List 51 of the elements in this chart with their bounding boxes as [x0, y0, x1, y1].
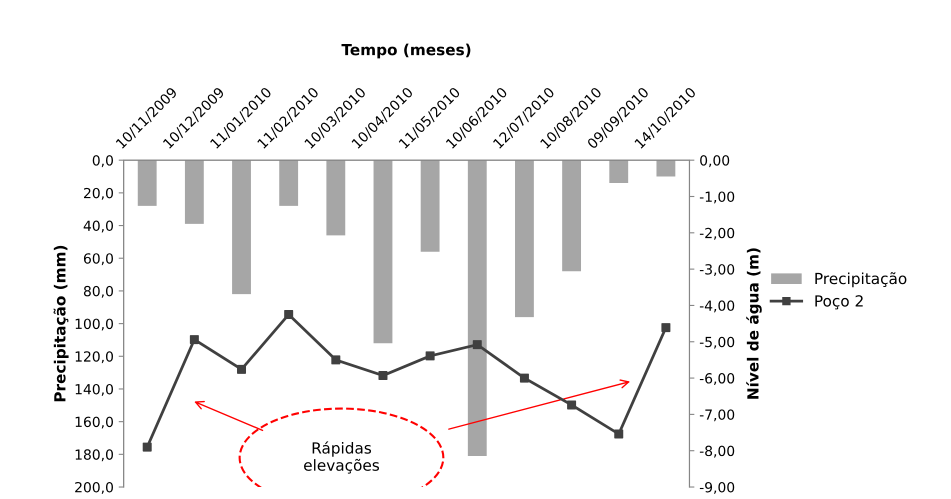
bar — [279, 160, 298, 206]
legend-label: Precipitação — [815, 272, 906, 288]
point — [378, 371, 388, 380]
y-tick-label: 40,0 — [84, 220, 113, 232]
y2-tick-label: -3,00 — [700, 264, 734, 276]
y2-tick-label: -7,00 — [700, 409, 734, 422]
y-tick-label: 20,0 — [84, 188, 113, 200]
y-tick-label: 160,0 — [76, 416, 113, 429]
y-tick-label: 100,0 — [76, 318, 113, 330]
point — [614, 430, 624, 438]
y2-axis-title: Nível de água (m) — [746, 248, 762, 399]
bar — [420, 160, 440, 252]
bar — [232, 160, 251, 294]
point — [661, 323, 670, 332]
y-tick-label: 180,0 — [76, 449, 113, 462]
y-tick-label: 140,0 — [76, 384, 113, 396]
y2-tick-label: -8,00 — [700, 446, 734, 458]
x-axis-title: Tempo (meses) — [342, 44, 470, 58]
y2-tick-label: -6,00 — [700, 373, 734, 385]
y-tick-label: 200,0 — [75, 482, 113, 494]
bar — [184, 160, 204, 224]
bar — [374, 160, 392, 344]
y2-tick-label: -9,00 — [700, 482, 734, 494]
bar — [138, 160, 157, 206]
y2-tick-label: -4,00 — [700, 300, 734, 312]
y-tick-label: 0,0 — [92, 155, 113, 168]
point — [190, 335, 199, 344]
bar — [609, 160, 628, 184]
y2-tick-label: -2,00 — [700, 228, 734, 240]
bar — [515, 160, 534, 318]
y-tick-label: 60,0 — [84, 253, 113, 266]
y2-tick-label: 0,00 — [700, 155, 730, 168]
point — [426, 351, 435, 360]
y2-tick-label: -1,00 — [700, 191, 734, 204]
y-axis-title: Precipitação (mm) — [54, 246, 69, 402]
point — [472, 340, 482, 350]
bar — [562, 160, 582, 272]
point — [567, 400, 576, 410]
bar — [326, 160, 346, 236]
point — [142, 442, 152, 452]
point — [331, 355, 340, 364]
y-tick-label: 120,0 — [76, 351, 113, 364]
point — [520, 374, 529, 383]
point — [237, 364, 246, 374]
y2-tick-label: -5,00 — [700, 336, 734, 349]
annotation: Rápidas elevações — [304, 441, 380, 474]
point — [284, 310, 294, 320]
bar — [656, 160, 676, 177]
bar — [468, 160, 487, 456]
y-tick-label: 80,0 — [84, 286, 113, 298]
legend-label: Poço 2 — [815, 295, 863, 310]
